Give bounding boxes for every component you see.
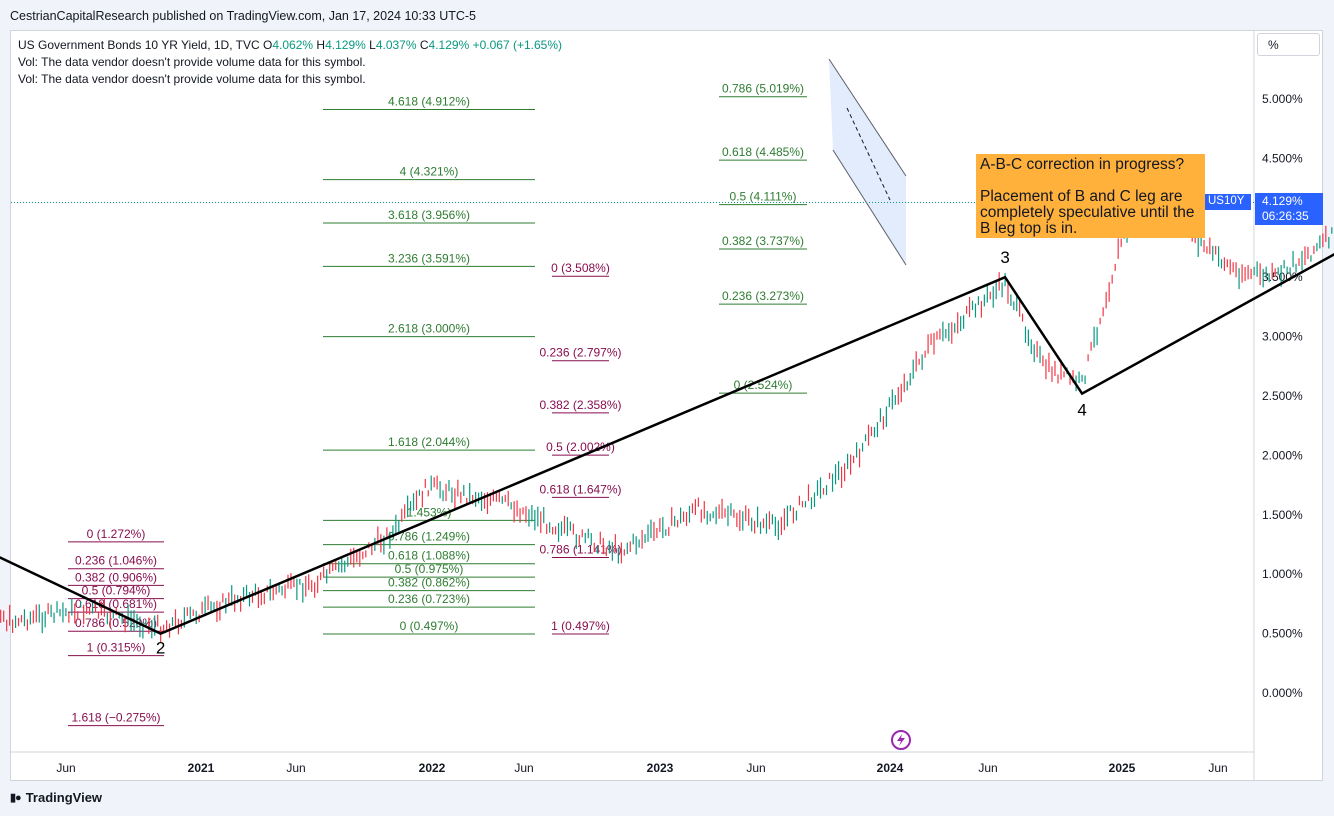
fib-label-purple: 1 (0.315%): [87, 641, 146, 655]
fib-label-green: 0.786 (1.249%): [388, 530, 470, 544]
legend-open: 4.062%: [272, 38, 314, 52]
footer-brand: TradingView: [25, 790, 103, 805]
fib-label-purple: 1 (0.497%): [551, 619, 610, 633]
bar-countdown: 06:26:35: [1262, 209, 1309, 223]
legend-o-label: O: [263, 38, 273, 52]
wave-label: 3: [1000, 248, 1009, 267]
dashed-trend-line: [846, 107, 891, 201]
y-tick-label: 3.000%: [1262, 330, 1303, 344]
fib-label-green: 4.618 (4.912%): [388, 94, 470, 108]
fib-label-purple: 0.786 (1.141%): [539, 542, 621, 556]
x-tick-label: Jun: [286, 761, 305, 775]
y-tick-label: 2.000%: [1262, 448, 1303, 462]
y-tick-label: 1.000%: [1262, 567, 1303, 581]
fib-label-purple: 0.236 (2.797%): [539, 346, 621, 360]
x-tick-label: 2021: [188, 761, 215, 775]
fib-label-purple: 1.618 (−0.275%): [71, 711, 160, 725]
fib-label-purple: 0.786 (0.520%): [75, 616, 157, 630]
fib-label-purple: 0.382 (2.358%): [539, 398, 621, 412]
legend-change: +0.067 (+1.65%): [472, 38, 562, 52]
legend-close: 4.129%: [428, 38, 470, 52]
legend-ohlc: US Government Bonds 10 YR Yield, 1D, TVC…: [18, 37, 562, 54]
channel-upper-line: [828, 58, 907, 177]
annotation-note[interactable]: A-B-C correction in progress? Placement …: [976, 154, 1205, 238]
legend-high: 4.129%: [325, 38, 366, 52]
fib-levels[interactable]: 4.618 (4.912%) 4 (4.321%) 3.618 (3.956%) 3.…: [68, 82, 807, 727]
y-tick-label: 0.500%: [1262, 627, 1303, 641]
fib-label-purple: 0 (1.272%): [87, 527, 146, 541]
last-price-value: 4.129%: [1262, 194, 1303, 208]
y-tick-label: 2.500%: [1262, 389, 1303, 403]
fib-label-green: 0.5 (4.111%): [730, 190, 797, 204]
fib-label-green: 0 (2.524%): [734, 378, 793, 392]
y-tick-label: 4.500%: [1262, 151, 1303, 165]
note-line-1: A-B-C correction in progress?: [980, 156, 1185, 173]
fib-label-green: 0.236 (0.723%): [388, 592, 470, 606]
legend-volume-2: Vol: The data vendor doesn't provide vol…: [18, 72, 366, 86]
x-tick-label: 2022: [419, 761, 446, 775]
x-tick-label: Jun: [514, 761, 533, 775]
footer-logo[interactable]: ▮● TradingView: [10, 790, 102, 805]
fib-label-green: 0 (0.497%): [400, 619, 459, 633]
y-tick-label: 0.000%: [1262, 686, 1303, 700]
fib-label-green: 4 (4.321%): [400, 165, 459, 179]
fib-label-green: 1.618 (2.044%): [388, 435, 470, 449]
fib-label-purple: 0 (3.508%): [551, 261, 610, 275]
publisher-caption: CestrianCapitalResearch published on Tra…: [10, 9, 477, 23]
x-tick-label: 2025: [1109, 761, 1136, 775]
x-tick-label: 2023: [647, 761, 674, 775]
percent-scale-button[interactable]: %: [1257, 33, 1320, 56]
elliott-wave-lines[interactable]: 12345: [0, 68, 1334, 658]
fib-label-green: 3.618 (3.956%): [388, 208, 470, 222]
declining-channel[interactable]: [828, 58, 907, 266]
fib-label-green: 0.618 (4.485%): [722, 145, 804, 159]
legend-h-label: H: [316, 38, 326, 52]
legend-low: 4.037%: [375, 38, 417, 52]
fib-label-green: 0.382 (0.862%): [388, 576, 470, 590]
price-axis[interactable]: 5.000%4.500%4.000%3.500%3.000%2.500%2.00…: [1253, 31, 1303, 780]
x-tick-label: Jun: [1208, 761, 1227, 775]
fib-label-green: 2.618 (3.000%): [388, 322, 470, 336]
tradingview-logo-icon: ▮●: [10, 792, 22, 804]
fib-label-green: 3.236 (3.591%): [388, 251, 470, 265]
legend-volume-1: Vol: The data vendor doesn't provide vol…: [18, 55, 366, 69]
fib-label-green: 0.786 (5.019%): [722, 82, 804, 96]
fib-label-purple: 0.382 (0.906%): [75, 570, 157, 584]
channel-lower-line: [832, 149, 907, 266]
legend-symbol: US Government Bonds 10 YR Yield, 1D, TVC: [18, 38, 260, 52]
fib-label-purple: 0.5 (0.794%): [82, 584, 151, 598]
y-tick-label: 1.500%: [1262, 508, 1303, 522]
note-line-2: Placement of B and C leg are completely …: [980, 188, 1195, 237]
y-tick-label: 5.000%: [1262, 92, 1303, 106]
last-price-label: 4.129% 06:26:35: [1255, 193, 1323, 225]
x-tick-label: Jun: [56, 761, 75, 775]
x-tick-label: 2024: [877, 761, 904, 775]
fib-label-green: 0.382 (3.737%): [722, 234, 804, 248]
symbol-legend: US Government Bonds 10 YR Yield, 1D, TVC…: [18, 37, 562, 88]
fib-label-purple: 0.5 (2.002%): [546, 440, 615, 454]
legend-l-label: L: [369, 38, 376, 52]
symbol-badge: US10Y: [1205, 194, 1251, 210]
x-tick-label: Jun: [746, 761, 765, 775]
time-axis[interactable]: Jun 2021 Jun 2022 Jun 2023 Jun 2024 Jun 2025 Jun: [11, 751, 1254, 775]
x-tick-label: Jun: [978, 761, 997, 775]
fib-label-green: 0.5 (0.975%): [395, 562, 464, 576]
legend-c-label: C: [419, 38, 429, 52]
fib-label-purple: 0.236 (1.046%): [75, 554, 157, 568]
fib-label-green: 0.618 (1.088%): [388, 549, 470, 563]
elliott-wave-path[interactable]: [0, 97, 1334, 635]
wave-label: 2: [156, 639, 165, 658]
fib-label-purple: 0.618 (1.647%): [539, 482, 621, 496]
lightning-icon[interactable]: [890, 729, 912, 751]
fib-label-green: 0.236 (3.273%): [722, 289, 804, 303]
abc-projection[interactable]: (A)(B)(C): [846, 97, 1334, 365]
wave-label: 4: [1077, 401, 1086, 420]
